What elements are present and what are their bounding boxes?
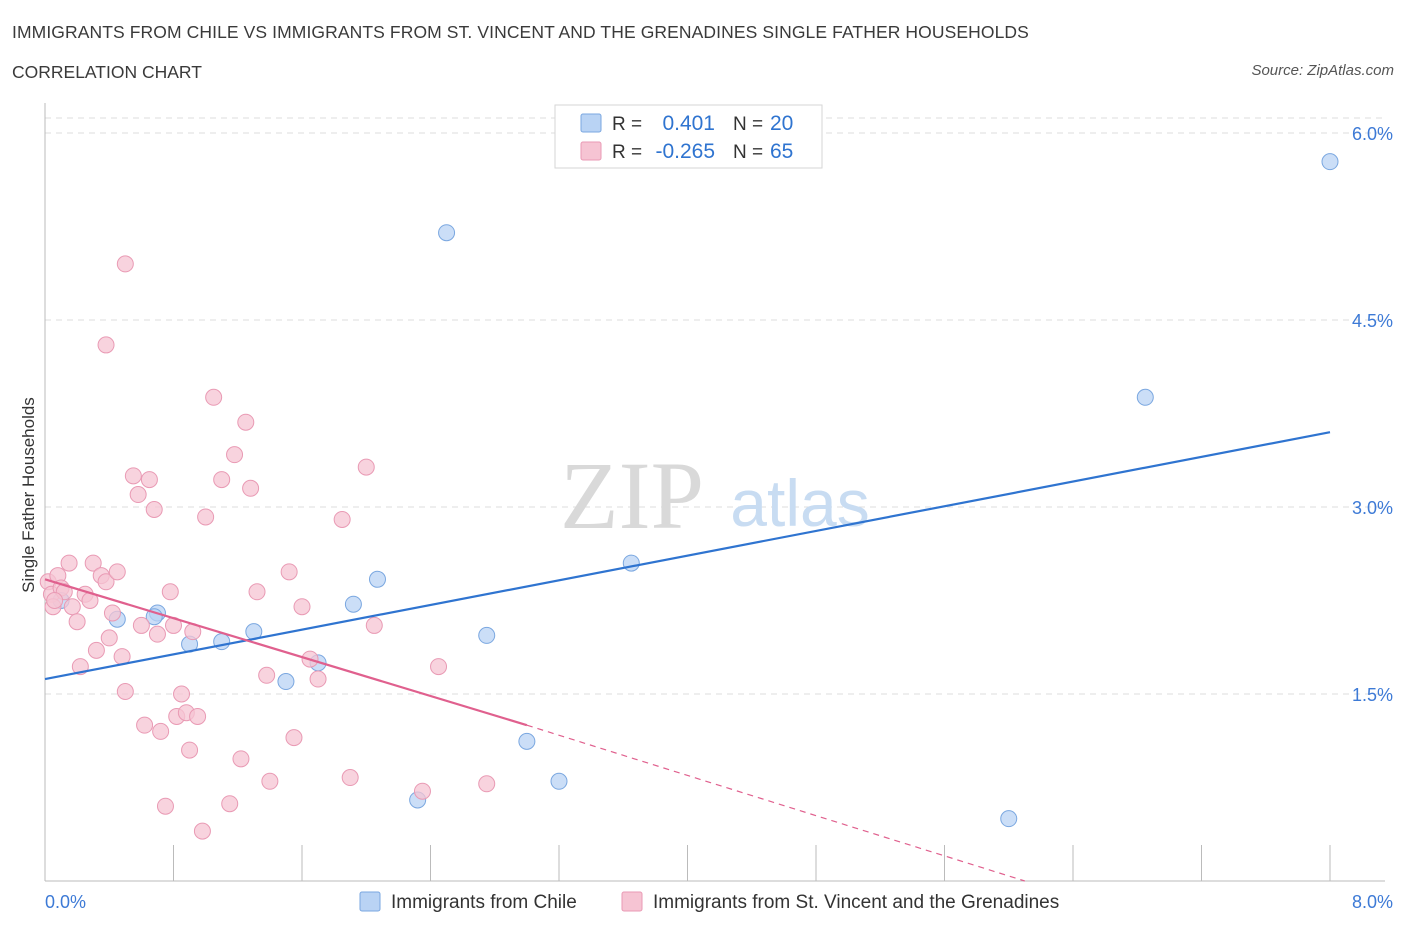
x-tick-label: 8.0% bbox=[1352, 892, 1393, 912]
legend: Immigrants from Chile Immigrants from St… bbox=[359, 891, 1059, 913]
point-st-vincent bbox=[280, 563, 298, 581]
legend-swatch-pink bbox=[621, 891, 643, 912]
point-st-vincent bbox=[193, 822, 211, 840]
point-st-vincent bbox=[148, 625, 166, 643]
point-chile bbox=[518, 732, 536, 750]
point-st-vincent bbox=[161, 583, 179, 601]
point-st-vincent bbox=[116, 683, 134, 701]
point-chile bbox=[438, 224, 456, 242]
point-chile bbox=[1000, 810, 1018, 828]
point-st-vincent bbox=[213, 471, 231, 489]
point-st-vincent bbox=[237, 413, 255, 431]
point-st-vincent bbox=[261, 772, 279, 790]
data-points bbox=[39, 153, 1339, 840]
y-tick-label: 4.5% bbox=[1352, 311, 1393, 331]
legend-label-chile: Immigrants from Chile bbox=[391, 892, 577, 913]
legend-label-st-vincent: Immigrants from St. Vincent and the Gren… bbox=[653, 892, 1059, 913]
point-st-vincent bbox=[258, 666, 276, 684]
stats-r-value: 0.401 bbox=[662, 112, 715, 135]
point-st-vincent bbox=[97, 573, 115, 591]
point-chile bbox=[478, 626, 496, 644]
point-st-vincent bbox=[309, 670, 327, 688]
stats-r-label: R = bbox=[612, 114, 642, 135]
point-st-vincent bbox=[341, 769, 359, 787]
stats-n-value: 20 bbox=[770, 112, 793, 135]
y-tick-label: 3.0% bbox=[1352, 498, 1393, 518]
watermark-atlas: atlas bbox=[730, 466, 869, 540]
point-st-vincent bbox=[333, 510, 351, 528]
point-st-vincent bbox=[242, 479, 260, 497]
stats-swatch-blue bbox=[580, 113, 602, 133]
point-st-vincent bbox=[129, 486, 147, 504]
stats-r-value: -0.265 bbox=[655, 140, 715, 163]
tick-labels: 1.5% 3.0% 4.5% 6.0% 0.0% 8.0% bbox=[45, 124, 1393, 912]
stats-r-label: R = bbox=[612, 142, 642, 163]
point-st-vincent bbox=[232, 750, 250, 768]
point-st-vincent bbox=[221, 795, 239, 813]
point-st-vincent bbox=[365, 616, 383, 634]
stats-n-label: N = bbox=[733, 142, 763, 163]
y-tick-label: 6.0% bbox=[1352, 124, 1393, 144]
point-st-vincent bbox=[152, 722, 170, 740]
point-st-vincent bbox=[100, 629, 118, 647]
point-st-vincent bbox=[478, 775, 496, 793]
chart-subtitle: CORRELATION CHART bbox=[12, 62, 202, 82]
watermark: ZIP atlas bbox=[560, 442, 870, 549]
point-st-vincent bbox=[140, 471, 158, 489]
stats-n-label: N = bbox=[733, 114, 763, 135]
point-st-vincent bbox=[357, 458, 375, 476]
point-chile bbox=[277, 673, 295, 691]
point-st-vincent bbox=[197, 508, 215, 526]
source-attribution: Source: ZipAtlas.com bbox=[1251, 62, 1394, 79]
point-st-vincent bbox=[205, 388, 223, 406]
point-st-vincent bbox=[173, 685, 191, 703]
point-st-vincent bbox=[226, 446, 244, 464]
point-st-vincent bbox=[413, 782, 431, 800]
point-st-vincent bbox=[124, 467, 142, 485]
point-chile bbox=[344, 595, 362, 613]
point-st-vincent bbox=[132, 616, 150, 634]
point-st-vincent bbox=[87, 641, 105, 659]
point-st-vincent bbox=[248, 583, 266, 601]
grid-lines bbox=[45, 117, 1385, 695]
stats-n-value: 65 bbox=[770, 140, 793, 163]
point-chile bbox=[622, 554, 640, 572]
y-axis-label: Single Father Households bbox=[19, 397, 38, 593]
point-st-vincent bbox=[68, 613, 86, 631]
trend-line-st-vincent-extension bbox=[526, 724, 1025, 882]
watermark-zip: ZIP bbox=[560, 442, 704, 549]
point-st-vincent bbox=[145, 500, 163, 518]
point-st-vincent bbox=[108, 563, 126, 581]
point-st-vincent bbox=[103, 604, 121, 622]
chart-title: IMMIGRANTS FROM CHILE VS IMMIGRANTS FROM… bbox=[12, 22, 1029, 42]
point-chile bbox=[550, 772, 568, 790]
point-st-vincent bbox=[293, 598, 311, 616]
trend-line-st-vincent bbox=[44, 578, 528, 727]
x-tick-label: 0.0% bbox=[45, 892, 86, 912]
point-st-vincent bbox=[189, 707, 207, 725]
point-st-vincent bbox=[116, 255, 134, 273]
legend-swatch-blue bbox=[359, 891, 381, 912]
trend-lines bbox=[44, 431, 1331, 882]
point-st-vincent bbox=[60, 554, 78, 572]
point-st-vincent bbox=[181, 741, 199, 759]
point-st-vincent bbox=[136, 716, 154, 734]
stats-box: R = 0.401 N = 20 R = -0.265 N = 65 bbox=[554, 104, 823, 169]
point-chile bbox=[368, 570, 386, 588]
y-tick-label: 1.5% bbox=[1352, 685, 1393, 705]
point-st-vincent bbox=[156, 797, 174, 815]
point-st-vincent bbox=[63, 598, 81, 616]
trend-line-chile bbox=[44, 431, 1331, 681]
point-chile bbox=[1321, 153, 1339, 171]
axes bbox=[44, 103, 1385, 882]
point-st-vincent bbox=[285, 729, 303, 747]
point-st-vincent bbox=[84, 554, 102, 572]
point-st-vincent bbox=[97, 336, 115, 354]
point-chile bbox=[1136, 388, 1154, 406]
point-st-vincent bbox=[46, 592, 64, 609]
stats-swatch-pink bbox=[580, 141, 602, 161]
point-st-vincent bbox=[430, 658, 448, 676]
